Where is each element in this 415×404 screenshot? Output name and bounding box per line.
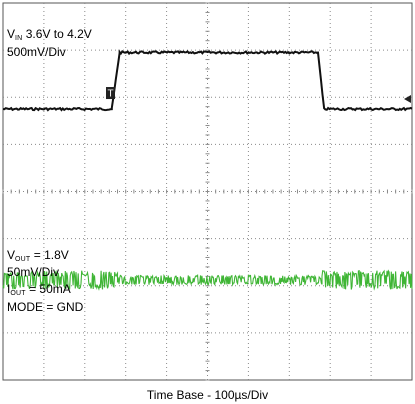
ch1-marker-text: T [107, 89, 113, 100]
ch1-marker-box [106, 87, 115, 100]
trigger-arrow [404, 95, 411, 104]
iout-label: IOUT = 50mA [7, 282, 71, 301]
vout-scale: 50mV/Div [7, 265, 60, 279]
trigger-level-marker [404, 95, 411, 104]
iout-symbol: I [7, 282, 11, 296]
vin-scale: 500mV/Div [7, 45, 66, 59]
vout-symbol: V [7, 248, 16, 262]
vout-label: VOUT = 1.8V [7, 248, 69, 267]
vin-trace [2, 49, 413, 112]
ch1-ground-marker: T [106, 87, 115, 100]
vin-label: VIN 3.6V to 4.2V [7, 27, 92, 46]
vin-symbol: V [7, 27, 16, 41]
vin-subscript: IN [15, 35, 23, 42]
vout-subscript: OUT [15, 256, 31, 263]
iout-value: = 50mA [25, 282, 71, 296]
mode-label: MODE = GND [7, 300, 84, 314]
traces: T [2, 49, 413, 291]
x-axis-label: Time Base - 100µs/Div [146, 388, 269, 402]
vout-trace [2, 269, 413, 291]
vout-value: = 1.8V [30, 248, 69, 262]
iout-subscript: OUT [10, 290, 26, 297]
vin-range: 3.6V to 4.2V [22, 27, 92, 41]
